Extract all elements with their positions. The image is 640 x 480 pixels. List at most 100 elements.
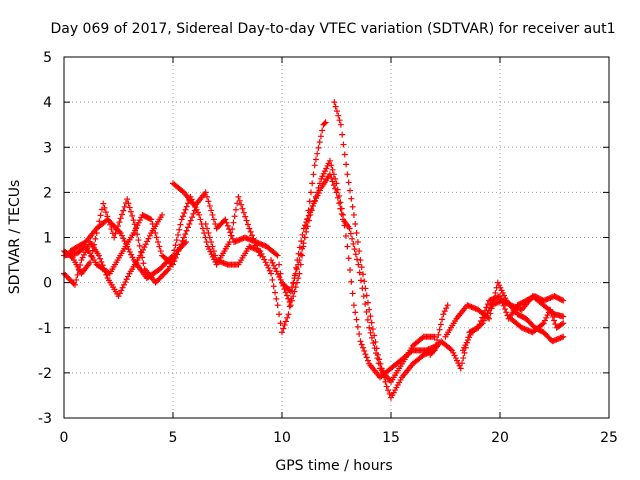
data-point (344, 171, 351, 178)
data-point (118, 287, 125, 294)
y-tick-label: -1 (38, 321, 52, 337)
data-point (224, 222, 231, 229)
data-point (288, 284, 295, 291)
data-point (371, 332, 378, 339)
data-point (177, 221, 184, 228)
data-point (346, 225, 353, 232)
data-point (431, 333, 438, 340)
data-point (174, 231, 181, 238)
data-point (460, 355, 467, 362)
data-point (347, 230, 354, 237)
data-point (206, 202, 213, 209)
data-point (378, 365, 385, 372)
data-point (345, 179, 352, 186)
data-point (297, 251, 304, 258)
data-point (352, 251, 359, 258)
data-point (349, 290, 356, 297)
data-point (111, 223, 118, 230)
data-point (135, 237, 142, 244)
data-point (340, 141, 347, 148)
data-point (115, 227, 122, 234)
data-point (159, 272, 166, 279)
data-point (358, 341, 365, 348)
data-point (333, 180, 340, 187)
data-point (304, 223, 311, 230)
data-point (357, 338, 364, 345)
data-point (315, 184, 322, 191)
data-point (222, 216, 229, 223)
data-point (343, 161, 350, 168)
data-point (235, 193, 242, 200)
y-tick-label: -2 (38, 366, 52, 382)
data-point (268, 270, 275, 277)
data-point (345, 255, 352, 262)
data-point (109, 221, 116, 228)
data-point (286, 287, 293, 294)
data-point (156, 243, 163, 250)
data-point (108, 226, 115, 233)
data-point (551, 317, 558, 324)
data-point (338, 211, 345, 218)
data-point (332, 175, 339, 182)
data-point (274, 252, 281, 259)
y-tick-label: 4 (43, 95, 52, 111)
data-point (146, 215, 153, 222)
data-point (163, 268, 170, 275)
data-point (333, 189, 340, 196)
data-points (61, 99, 567, 401)
data-point (87, 259, 94, 266)
data-point (183, 203, 190, 210)
data-point (266, 267, 273, 274)
y-tick-label: 5 (43, 50, 52, 66)
data-point (331, 99, 338, 106)
data-point (333, 108, 340, 115)
data-point (545, 309, 552, 316)
data-point (435, 331, 442, 338)
y-tick-label: 0 (43, 276, 52, 292)
data-point (558, 297, 565, 304)
data-point (150, 225, 157, 232)
data-point (197, 216, 204, 223)
data-point (334, 186, 341, 193)
data-point (113, 225, 120, 232)
data-point (117, 229, 124, 236)
data-point (270, 262, 277, 269)
data-point (65, 274, 72, 281)
data-point (141, 244, 148, 251)
data-point (447, 346, 454, 353)
data-point (352, 220, 359, 227)
data-point (366, 306, 373, 313)
data-point (164, 267, 171, 274)
data-point (361, 347, 368, 354)
data-point (168, 253, 175, 260)
data-point (130, 217, 137, 224)
x-tick-label: 5 (169, 430, 178, 446)
data-point (419, 334, 426, 341)
data-point (174, 251, 181, 258)
data-point (272, 289, 279, 296)
data-point (73, 276, 80, 283)
data-point (293, 266, 300, 273)
data-point (128, 251, 135, 258)
data-point (62, 272, 69, 279)
data-point (152, 279, 159, 286)
data-point (155, 276, 162, 283)
data-point (167, 255, 174, 262)
data-point (486, 315, 493, 322)
data-point (353, 316, 360, 323)
data-point (156, 266, 163, 273)
data-point (268, 257, 275, 264)
data-point (285, 311, 292, 318)
data-point (347, 266, 354, 273)
data-point (281, 322, 288, 329)
data-point (206, 234, 213, 241)
data-point (441, 308, 448, 315)
data-point (178, 241, 185, 248)
data-point (282, 289, 289, 296)
data-point (367, 329, 374, 336)
data-point (125, 246, 132, 253)
chart-title: Day 069 of 2017, Sidereal Day-to-day VTE… (50, 21, 615, 37)
data-point (153, 278, 160, 285)
data-point (269, 259, 276, 266)
data-point (363, 292, 370, 299)
